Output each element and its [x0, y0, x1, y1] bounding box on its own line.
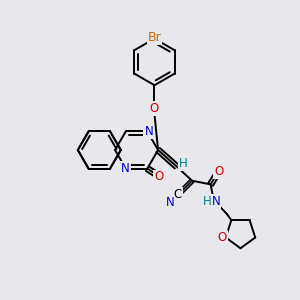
Text: N: N	[144, 125, 153, 138]
Text: N: N	[212, 195, 220, 208]
Text: O: O	[218, 231, 227, 244]
Text: C: C	[174, 188, 182, 201]
Text: O: O	[214, 165, 224, 178]
Text: O: O	[154, 170, 163, 184]
Text: N: N	[166, 196, 174, 209]
Text: H: H	[179, 157, 188, 170]
Text: H: H	[203, 195, 212, 208]
Text: Br: Br	[148, 31, 161, 44]
Text: O: O	[150, 102, 159, 115]
Text: N: N	[121, 162, 130, 175]
